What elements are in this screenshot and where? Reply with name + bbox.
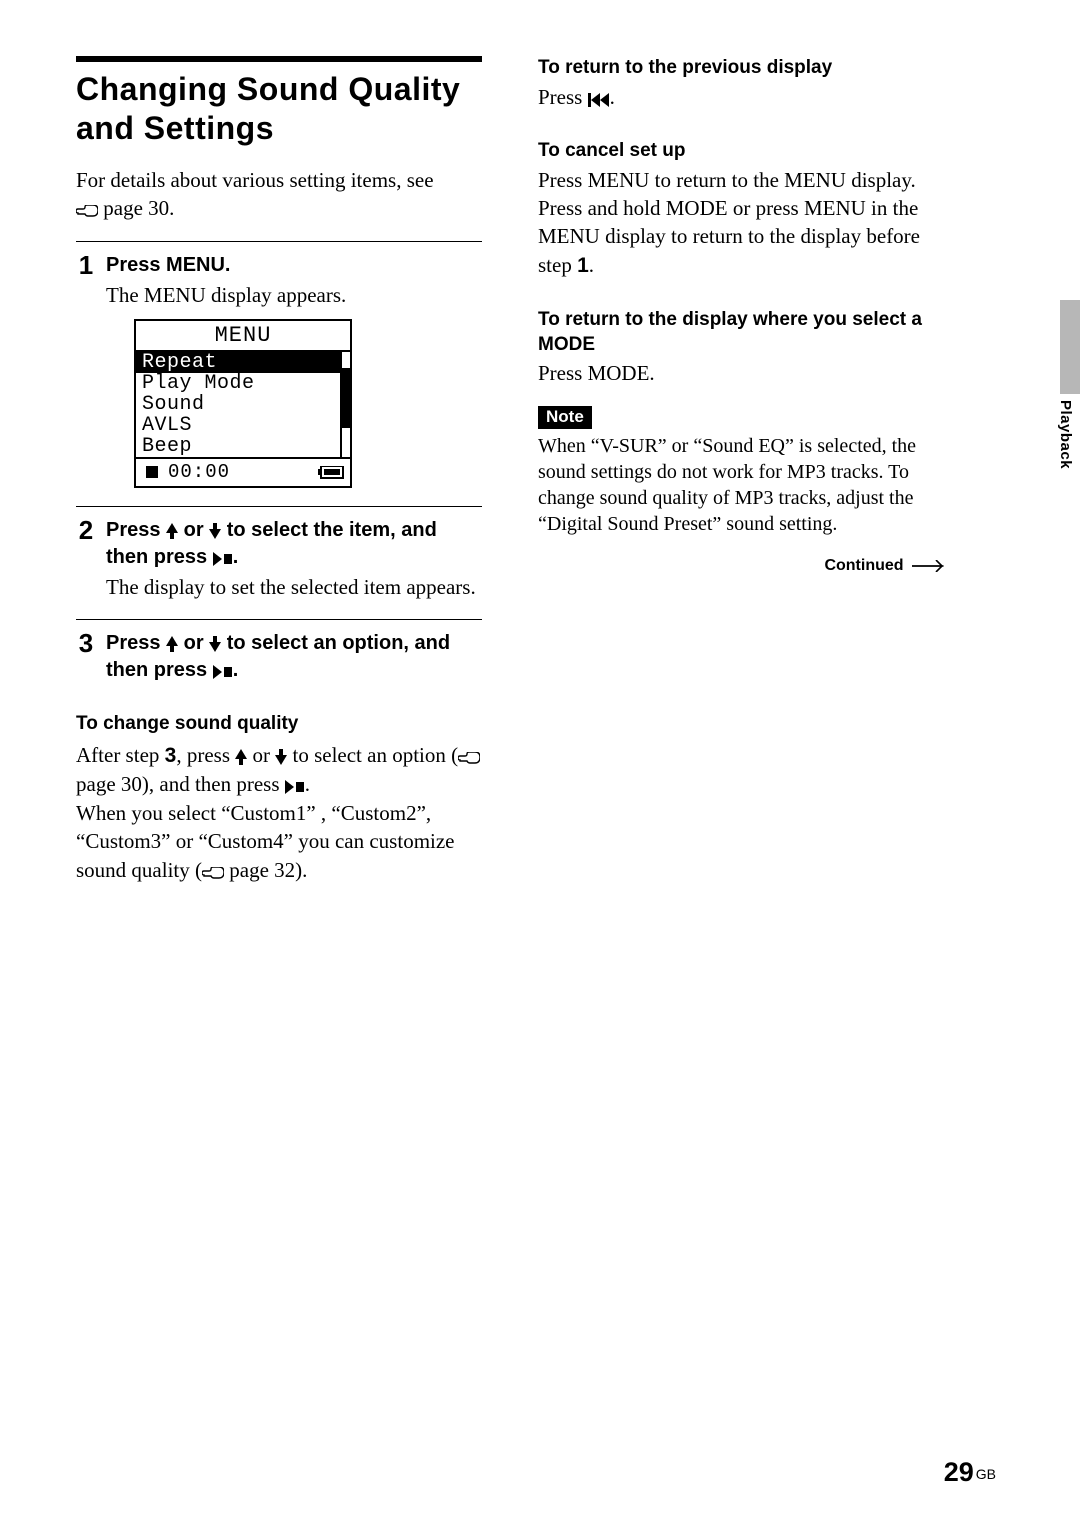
subheading-cancel: To cancel set up [538,139,944,164]
lcd-scrollbar [340,352,350,457]
subheading-change-sq: To change sound quality [76,712,482,737]
down-arrow-icon [209,636,221,652]
section-tab-bar [1060,300,1080,394]
continued-label: Continued [538,557,944,575]
change-sq-body: After step 3, press or to select an opti… [76,741,482,884]
lcd-status: 00:00 [146,461,230,483]
section-tab: Playback [1050,300,1080,469]
lcd-item: Repeat [136,352,340,373]
battery-icon [318,466,344,479]
lcd-item: AVLS [136,415,340,436]
return-prev-body: Press . [538,83,944,111]
divider [76,619,482,620]
stop-icon [146,466,158,478]
play-stop-icon [213,552,233,566]
lcd-item: Sound [136,394,340,415]
intro-ref: page 30. [98,196,174,220]
step-heading: Press MENU. [106,252,482,279]
hand-icon [76,205,98,217]
step-heading: Press or to select an option, and then p… [106,630,482,684]
step-description: The MENU display appears. [106,281,482,309]
down-arrow-icon [275,749,287,765]
step-1: 1 Press MENU. The MENU display appears. … [76,252,482,488]
up-arrow-icon [166,523,178,539]
page-turn-icon [912,560,944,572]
hand-icon [202,867,224,879]
lcd-item: Play Mode [136,373,340,394]
section-tab-label: Playback [1057,400,1074,469]
step-2: 2 Press or to select the item, and then … [76,517,482,601]
right-column: To return to the previous display Press … [538,56,944,884]
note-badge: Note [538,406,592,429]
cancel-body: Press MENU to return to the MENU display… [538,166,944,280]
play-stop-icon [213,665,233,679]
step-number: 1 [76,252,96,488]
step-number: 3 [76,630,96,684]
return-mode-body: Press MODE. [538,359,944,387]
lcd-menu: MENU Repeat Play Mode Sound AVLS Beep [134,319,352,488]
lcd-scroll-thumb [342,368,350,428]
subheading-return-prev: To return to the previous display [538,56,944,81]
title-rule [76,56,482,62]
intro-text: For details about various setting items,… [76,166,482,223]
divider [76,506,482,507]
previous-icon [588,93,610,107]
lcd-item: Beep [136,436,340,457]
up-arrow-icon [166,636,178,652]
page-number: 29GB [944,1457,996,1488]
down-arrow-icon [209,523,221,539]
up-arrow-icon [235,749,247,765]
note-text: When “V-SUR” or “Sound EQ” is selected, … [538,433,944,537]
lcd-time: 00:00 [168,461,230,483]
lcd-header: MENU [136,321,350,352]
step-heading: Press or to select the item, and then pr… [106,517,482,571]
step-3: 3 Press or to select an option, and then… [76,630,482,684]
intro-line: For details about various setting items,… [76,168,434,192]
divider [76,241,482,242]
left-column: Changing Sound Quality and Settings For … [76,56,482,884]
lcd-list: Repeat Play Mode Sound AVLS Beep [136,352,340,457]
page-title: Changing Sound Quality and Settings [76,70,482,148]
hand-icon [458,752,480,764]
subheading-return-mode: To return to the display where you selec… [538,308,944,357]
step-number: 2 [76,517,96,601]
play-stop-icon [285,780,305,794]
step-description: The display to set the selected item app… [106,573,482,601]
